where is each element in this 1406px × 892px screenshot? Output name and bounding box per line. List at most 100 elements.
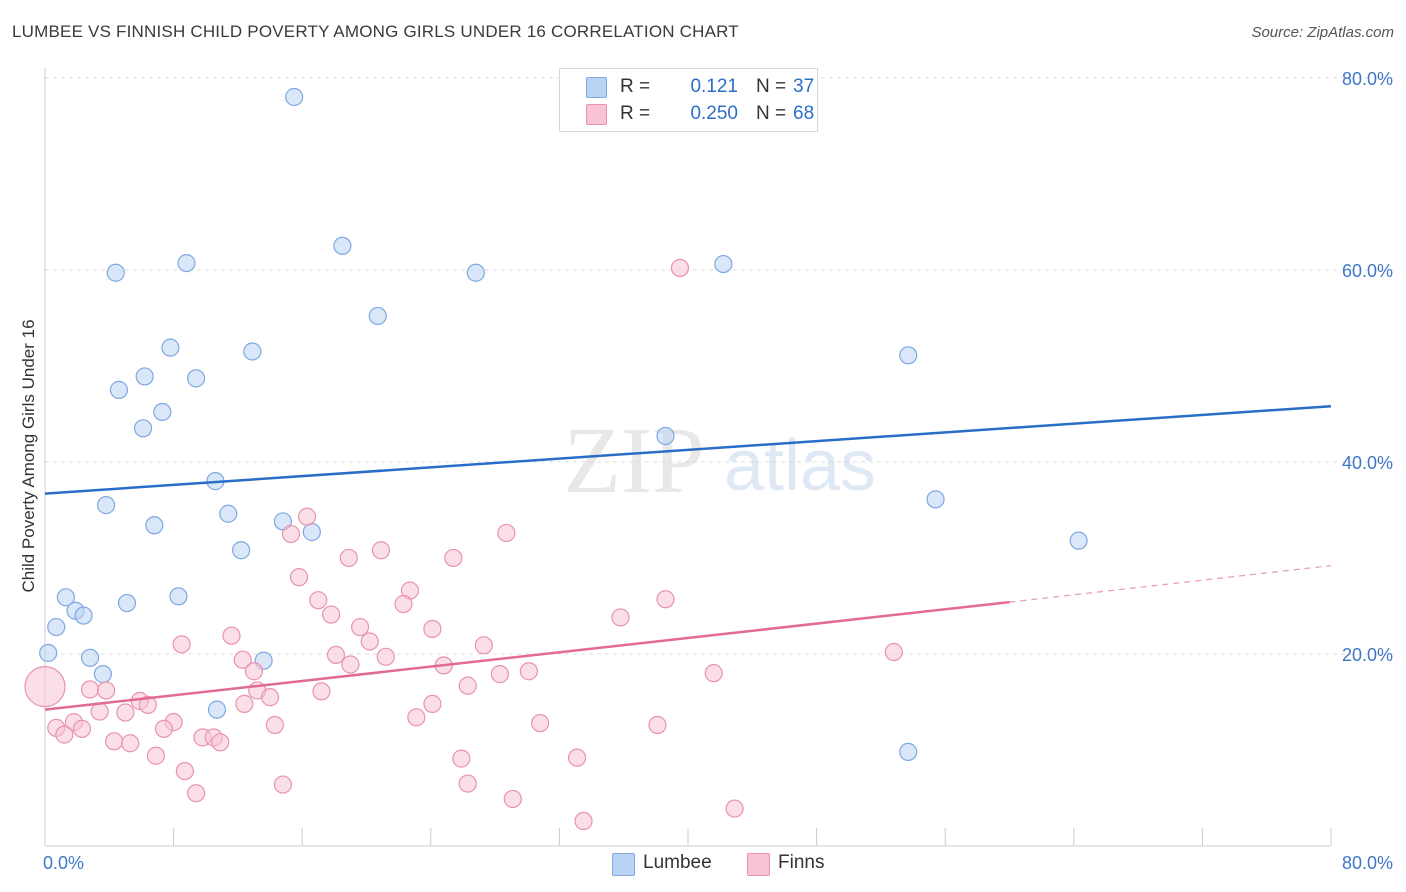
legend-r-value: 0.121	[690, 76, 738, 97]
lumbee-point	[74, 606, 93, 625]
lumbee-point	[145, 516, 164, 535]
finns-point	[423, 619, 442, 639]
finns-point	[884, 642, 903, 662]
finns-point	[172, 635, 191, 654]
finns-point	[423, 694, 442, 713]
lumbee-point	[109, 380, 129, 399]
lumbee-legend-swatch	[612, 853, 635, 876]
lumbee-point	[207, 700, 227, 719]
finns-point	[497, 523, 516, 543]
finns-points	[24, 258, 903, 831]
finns-point	[121, 734, 140, 753]
lumbee-swatch	[586, 77, 607, 98]
lumbee-point	[47, 617, 66, 637]
chart-title: LUMBEE VS FINNISH CHILD POVERTY AMONG GI…	[12, 22, 739, 41]
lumbee-point	[368, 306, 387, 326]
finns-point	[222, 626, 241, 645]
trend-lines	[44, 404, 1332, 711]
finns-point	[360, 632, 379, 651]
legend-n-label: N =	[756, 76, 787, 97]
lumbee-point	[135, 367, 154, 386]
finns-point	[350, 617, 370, 637]
finns-point	[309, 591, 328, 610]
lumbee-legend-label: Lumbee	[643, 852, 712, 873]
lumbee-point	[161, 338, 180, 357]
legend-n-value: 37	[793, 76, 815, 97]
finns-point	[96, 681, 116, 700]
finns-point	[444, 548, 463, 568]
finns-point	[175, 761, 194, 781]
finns-point	[394, 594, 413, 614]
finns-point	[725, 799, 744, 818]
lumbee-points	[39, 87, 1088, 761]
lumbee-point	[219, 504, 238, 523]
finns-point	[138, 695, 157, 714]
stats-legend: R = 0.121 N = 37 R = 0.250 N = 68	[559, 68, 818, 132]
finns-swatch	[586, 104, 607, 125]
series-legend: Lumbee Finns	[0, 852, 1406, 878]
lumbee-point	[899, 742, 918, 761]
y-axis-label: Child Poverty Among Girls Under 16	[19, 319, 38, 592]
finns-point	[244, 662, 264, 681]
lumbee-point	[187, 369, 206, 388]
finns-point	[567, 748, 587, 767]
lumbee-point	[466, 263, 485, 282]
lumbee-point	[232, 541, 251, 560]
finns-point	[371, 541, 391, 560]
finns-point	[146, 746, 166, 765]
lumbee-point	[106, 263, 125, 282]
axes	[44, 68, 1332, 847]
finns-point	[260, 688, 280, 707]
finns-point	[519, 662, 538, 681]
finns-legend-swatch	[747, 853, 770, 876]
finns-point	[407, 708, 426, 727]
lumbee-point	[117, 593, 137, 613]
lumbee-point	[333, 236, 352, 255]
finns-point	[72, 719, 92, 738]
legend-r-label: R =	[620, 103, 651, 124]
finns-point	[648, 715, 667, 735]
finns-point	[452, 749, 471, 768]
grid-lines	[45, 77, 1392, 655]
finns-point	[611, 608, 630, 627]
y-tick-label: 20.0%	[1342, 645, 1393, 665]
finns-point	[574, 811, 593, 831]
lumbee-point	[1069, 531, 1088, 550]
y-tick-label: 80.0%	[1342, 69, 1393, 89]
lumbee-point	[177, 254, 196, 273]
lumbee-point	[302, 522, 321, 542]
finns-point	[187, 784, 206, 803]
lumbee-point	[80, 648, 100, 667]
finns-point	[211, 733, 230, 752]
finns-trend-line	[44, 600, 1010, 711]
finns-point	[670, 258, 690, 278]
finns-point	[474, 636, 493, 655]
finns-point	[503, 789, 522, 809]
finns-legend-label: Finns	[778, 852, 825, 873]
finns-point	[312, 682, 331, 701]
lumbee-point	[93, 665, 112, 684]
finns-point	[341, 655, 360, 674]
finns-point	[458, 676, 477, 695]
legend-n-label: N =	[756, 103, 787, 124]
finns-point	[80, 680, 100, 699]
finns-point	[531, 713, 550, 733]
lumbee-point	[39, 643, 58, 663]
finns-point	[281, 524, 301, 544]
finns-point	[339, 548, 358, 568]
finns-point	[116, 703, 135, 722]
x-tick-label: 80.0%	[1342, 853, 1393, 873]
finns-point	[656, 590, 675, 609]
finns-point	[233, 650, 252, 669]
finns-point	[376, 647, 395, 666]
lumbee-point	[926, 490, 945, 509]
finns-point	[154, 719, 174, 738]
x-tick-label: 0.0%	[43, 853, 84, 873]
lumbee-point	[656, 426, 675, 446]
finns-point	[289, 568, 309, 587]
finns-point	[273, 775, 293, 794]
finns-point	[90, 702, 109, 721]
lumbee-point	[243, 342, 262, 361]
finns-point	[105, 732, 124, 751]
